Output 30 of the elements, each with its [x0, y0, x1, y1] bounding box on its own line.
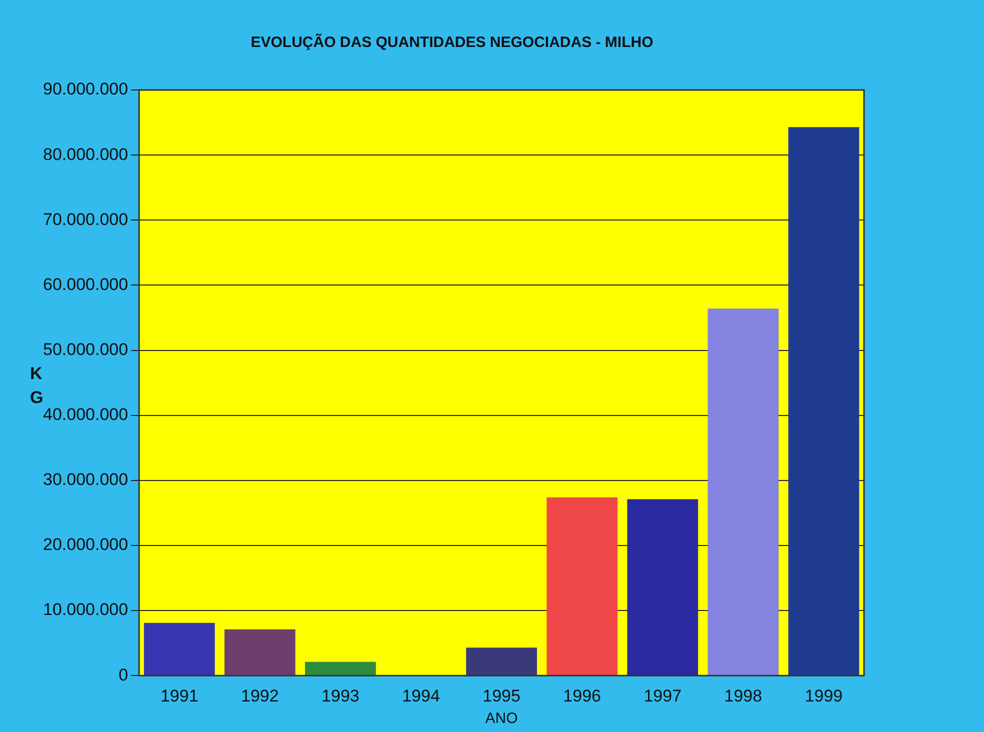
x-tick-label: 1993: [322, 686, 360, 706]
bar: [627, 499, 698, 676]
y-axis-title: KG: [30, 363, 44, 408]
y-tick-label: 10.000.000: [42, 600, 128, 620]
y-tick-label: 80.000.000: [42, 144, 128, 164]
y-tick-label: 70.000.000: [42, 210, 128, 229]
bar: [788, 127, 860, 676]
bar: [144, 622, 215, 676]
bar: [546, 497, 618, 676]
y-tick-label: 0: [118, 665, 128, 684]
x-tick-label: 1992: [240, 686, 279, 706]
x-tick-label: 1995: [482, 686, 520, 706]
y-tick-label: 60.000.000: [42, 274, 128, 294]
chart-title: EVOLUÇÃO DAS QUANTIDADES NEGOCIADAS - MILHO: [250, 33, 654, 52]
bar: [466, 648, 537, 676]
x-tick-label: 1999: [804, 686, 843, 706]
x-tick-label: 1996: [563, 686, 601, 706]
x-tick-label: 1991: [160, 686, 198, 706]
x-tick-label: 1997: [644, 686, 682, 706]
bar: [305, 662, 376, 676]
y-tick-label: 30.000.000: [42, 470, 128, 490]
x-axis-title: ANO: [485, 710, 518, 728]
y-tick-label: 90.000.000: [42, 80, 128, 99]
x-tick-label: 1994: [402, 686, 440, 706]
bar: [224, 629, 296, 676]
y-tick-label: 50.000.000: [42, 340, 128, 359]
bar: [708, 308, 779, 676]
x-tick-label: 1998: [724, 686, 762, 706]
y-tick-label: 20.000.000: [42, 535, 128, 554]
y-tick-label: 40.000.000: [42, 405, 128, 424]
